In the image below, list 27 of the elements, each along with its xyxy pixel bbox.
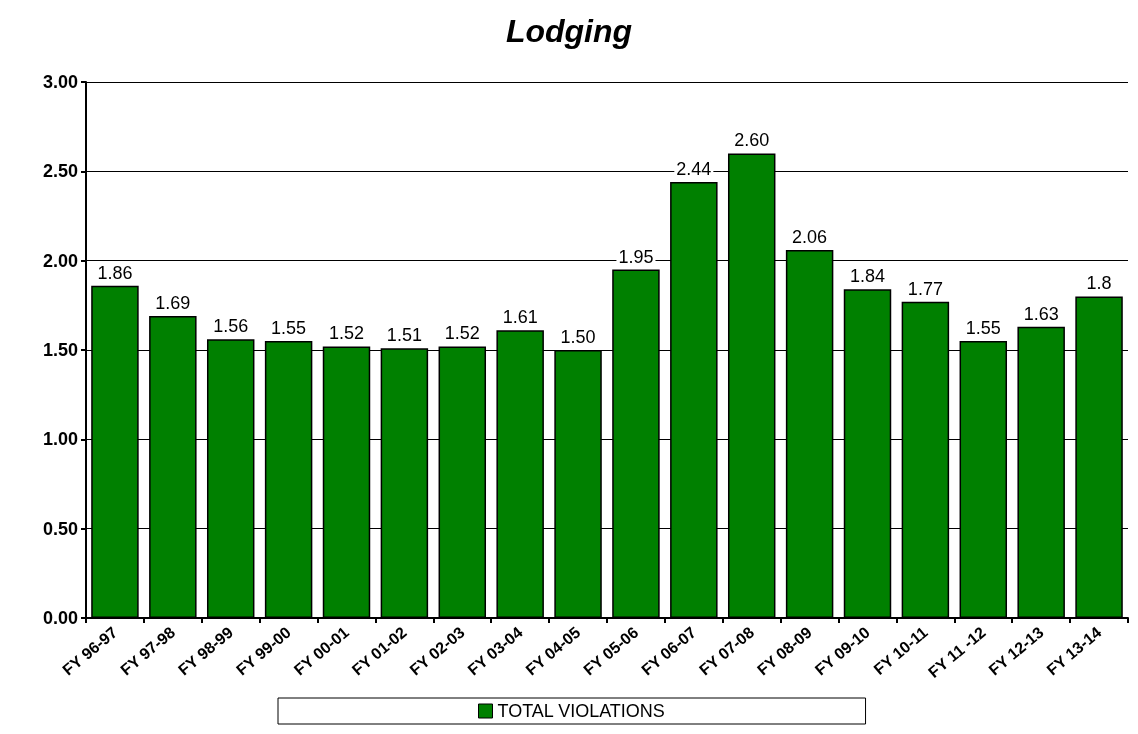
data-label: 1.8 xyxy=(1086,273,1112,294)
y-tick-label: 3.00 xyxy=(42,72,78,92)
data-label: 1.63 xyxy=(1023,303,1059,324)
data-label: 1.69 xyxy=(155,293,191,314)
y-tick-label: 0.00 xyxy=(42,608,78,628)
chart-title: Lodging xyxy=(505,13,633,49)
y-tick-label: 1.50 xyxy=(42,340,78,360)
data-label: 1.61 xyxy=(502,307,538,328)
y-tick-label: 2.00 xyxy=(42,250,78,271)
data-label: 1.55 xyxy=(965,318,1001,339)
data-label: 1.86 xyxy=(97,262,133,283)
legend-label: TOTAL VIOLATIONS xyxy=(497,701,665,721)
data-label: 1.77 xyxy=(907,278,943,299)
data-label: 1.55 xyxy=(271,318,307,339)
data-label: 2.06 xyxy=(792,226,828,247)
data-label: 1.95 xyxy=(618,246,654,267)
data-label: 2.44 xyxy=(676,159,712,180)
data-label: 2.60 xyxy=(734,130,770,151)
y-tick-label: 2.50 xyxy=(42,161,78,182)
y-tick-label: 1.00 xyxy=(42,429,78,450)
data-label: 1.56 xyxy=(213,316,249,337)
data-label: 1.52 xyxy=(328,323,365,344)
data-label: 1.52 xyxy=(444,323,480,344)
y-tick-label: 0.50 xyxy=(42,518,78,539)
data-label: 1.51 xyxy=(386,325,422,346)
data-label: 1.84 xyxy=(849,266,886,287)
data-label: 1.50 xyxy=(560,327,596,347)
